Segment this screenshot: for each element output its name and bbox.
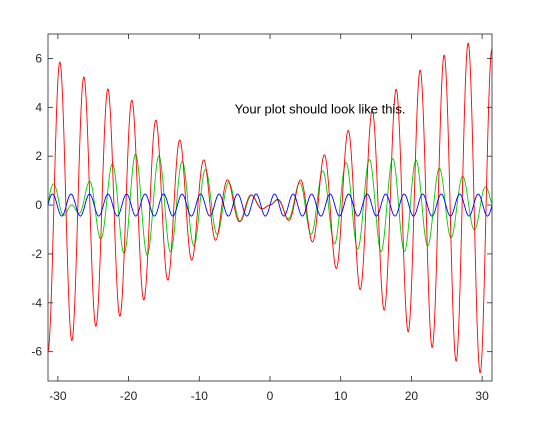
y-tick-label-4: 2 [35,149,42,163]
x-tick-label-0: -30 [49,389,67,403]
axes-box [47,33,493,382]
y-tick-label-6: 6 [35,51,42,65]
y-tick-label-2: -2 [31,247,42,261]
x-tick-label-5: 20 [405,389,419,403]
x-tick-label-2: -10 [191,389,209,403]
y-tick-label-3: 0 [35,198,42,212]
series-line-3 [47,193,493,217]
x-tick-label-4: 10 [334,389,348,403]
series-layer [47,42,493,374]
x-tick-label-3: 0 [267,389,274,403]
x-tick-label-6: 30 [475,389,489,403]
y-tick-label-5: 4 [35,100,42,114]
x-tick-label-1: -20 [120,389,138,403]
y-tick-label-1: -4 [31,296,42,310]
y-tick-label-0: -6 [31,345,42,359]
plot-annotation: Your plot should look like this. [235,101,406,116]
